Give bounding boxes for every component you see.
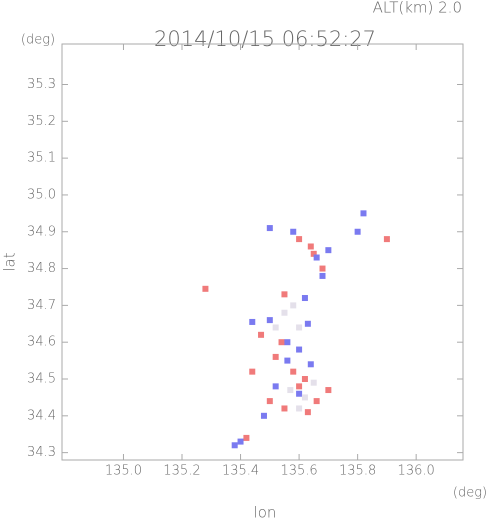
radar-cell xyxy=(301,394,308,401)
y-tick-label: 35.2 xyxy=(27,114,56,129)
y-axis-label: lat xyxy=(1,252,19,271)
radar-cell xyxy=(313,398,320,405)
radar-cell xyxy=(281,309,288,316)
radar-cell xyxy=(202,285,209,292)
x-axis-label: lon xyxy=(254,504,277,521)
radar-cell xyxy=(310,379,317,386)
radar-cell xyxy=(307,361,314,368)
y-tick-label: 35.3 xyxy=(27,77,56,92)
x-tick-label: 135.6 xyxy=(280,464,317,479)
radar-cell xyxy=(290,228,297,235)
radar-cell xyxy=(249,318,256,325)
x-tick-label: 135.0 xyxy=(105,464,142,479)
radar-cell xyxy=(296,236,303,243)
radar-cell xyxy=(313,254,320,261)
x-tick-label: 135.8 xyxy=(339,464,376,479)
radar-cell xyxy=(278,339,285,346)
radar-cell xyxy=(296,390,303,397)
x-tick-label: 135.2 xyxy=(163,464,200,479)
y-tick-label: 34.5 xyxy=(27,372,56,387)
radar-cell xyxy=(301,376,308,383)
radar-cell xyxy=(301,295,308,302)
radar-cell xyxy=(296,324,303,331)
y-tick-label: 34.8 xyxy=(27,261,56,276)
radar-cell xyxy=(249,368,256,375)
radar-cell xyxy=(237,438,244,445)
radar-cell xyxy=(310,250,317,257)
radar-cell xyxy=(304,409,311,416)
radar-cell xyxy=(383,236,390,243)
y-tick-label: 34.6 xyxy=(27,335,56,350)
radar-cell xyxy=(290,368,297,375)
radar-cell xyxy=(281,405,288,412)
x-tick-label: 136.0 xyxy=(398,464,435,479)
radar-cell xyxy=(290,302,297,309)
radar-cell xyxy=(287,387,294,394)
y-tick-label: 34.9 xyxy=(27,224,56,239)
altitude-label: ALT(km) 2.0 xyxy=(373,0,462,17)
radar-cell xyxy=(296,346,303,353)
y-unit: (deg) xyxy=(21,33,55,48)
radar-cell xyxy=(325,387,332,394)
radar-cell xyxy=(296,383,303,390)
radar-cell xyxy=(319,265,326,272)
y-tick-label: 34.7 xyxy=(27,298,56,313)
radar-cell xyxy=(284,357,291,364)
radar-cell xyxy=(272,383,279,390)
radar-cell xyxy=(272,324,279,331)
y-tick-label: 35.1 xyxy=(27,151,56,166)
radar-cell xyxy=(272,353,279,360)
radar-cell xyxy=(354,228,361,235)
radar-cell xyxy=(260,412,267,419)
radar-cell xyxy=(325,247,332,254)
chart-title: 2014/10/15 06:52:27 xyxy=(154,27,376,51)
radar-cell xyxy=(258,331,265,338)
radar-cell xyxy=(360,210,367,217)
radar-cell xyxy=(307,243,314,250)
x-unit: (deg) xyxy=(453,486,487,501)
radar-cell xyxy=(231,442,238,449)
radar-cell xyxy=(266,398,273,405)
x-tick-label: 135.4 xyxy=(222,464,259,479)
y-tick-label: 34.3 xyxy=(27,445,56,460)
radar-cell xyxy=(284,339,291,346)
radar-cell xyxy=(266,225,273,232)
y-tick-label: 35.0 xyxy=(27,187,56,202)
radar-cell xyxy=(266,317,273,324)
radar-cell xyxy=(281,291,288,298)
radar-cell xyxy=(319,272,326,279)
y-tick-label: 34.4 xyxy=(27,408,56,423)
radar-cell xyxy=(243,434,250,441)
plot-frame xyxy=(61,43,464,461)
radar-cell xyxy=(304,320,311,327)
radar-cell xyxy=(296,405,303,412)
